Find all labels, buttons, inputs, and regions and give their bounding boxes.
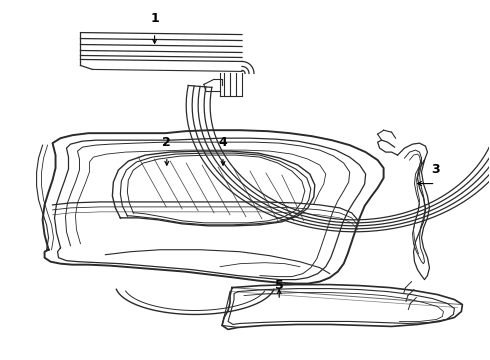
Text: 4: 4 [219,136,227,149]
Text: 5: 5 [275,279,284,292]
Text: 3: 3 [431,163,440,176]
Text: 2: 2 [163,136,171,149]
Text: 1: 1 [150,12,159,25]
